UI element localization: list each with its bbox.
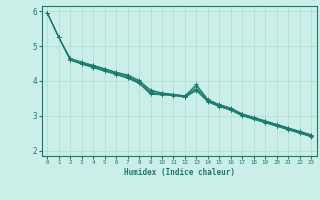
X-axis label: Humidex (Indice chaleur): Humidex (Indice chaleur) [124, 168, 235, 177]
